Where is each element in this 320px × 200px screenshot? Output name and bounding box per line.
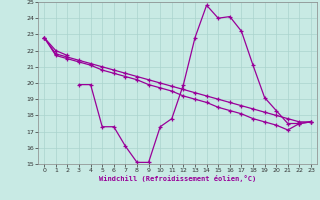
X-axis label: Windchill (Refroidissement éolien,°C): Windchill (Refroidissement éolien,°C) — [99, 175, 256, 182]
